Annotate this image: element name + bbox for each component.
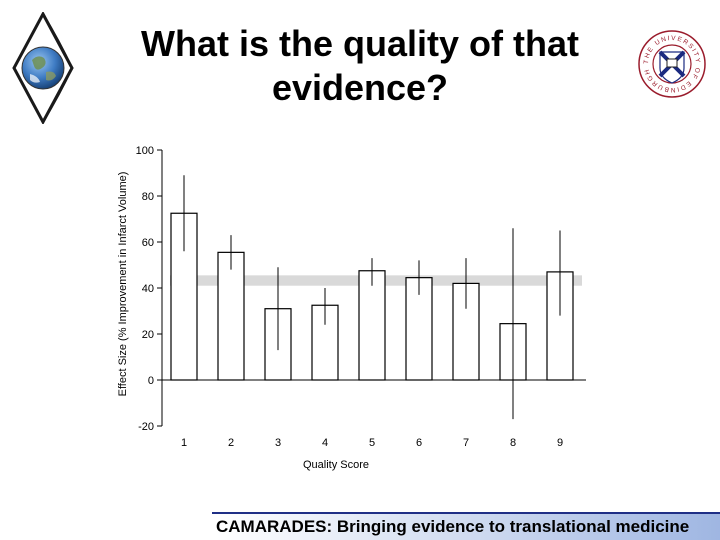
x-tick-label: 2 xyxy=(228,437,234,449)
x-tick-label: 9 xyxy=(557,437,563,449)
x-tick-label: 4 xyxy=(322,437,328,449)
x-tick-label: 3 xyxy=(275,437,281,449)
bar xyxy=(217,251,245,381)
footer-rule xyxy=(212,512,720,514)
x-tick-label: 8 xyxy=(510,437,516,449)
title-line-1: What is the quality of that xyxy=(141,23,579,64)
x-tick-label: 6 xyxy=(416,437,422,449)
page-title: What is the quality of that evidence? xyxy=(90,22,630,110)
y-axis-label: Effect Size (% Improvement in Infarct Vo… xyxy=(117,172,129,397)
bar xyxy=(358,270,386,381)
x-axis-label: Quality Score xyxy=(303,459,369,471)
x-tick-label: 1 xyxy=(181,437,187,449)
y-tick-label: 40 xyxy=(142,283,154,295)
x-tick-label: 7 xyxy=(463,437,469,449)
y-tick-label: -20 xyxy=(138,421,154,433)
footer-text: CAMARADES: Bringing evidence to translat… xyxy=(216,517,690,536)
y-tick-label: 0 xyxy=(148,375,154,387)
y-tick-label: 20 xyxy=(142,329,154,341)
y-tick-label: 100 xyxy=(136,145,154,157)
title-line-2: evidence? xyxy=(271,67,449,108)
earth-globe-logo xyxy=(12,12,74,124)
y-tick-label: 60 xyxy=(142,237,154,249)
footer-band xyxy=(0,512,720,540)
university-crest-logo: THE UNIVERSITY OF EDINBURGH xyxy=(638,30,706,98)
x-tick-label: 5 xyxy=(369,437,375,449)
y-tick-label: 80 xyxy=(142,191,154,203)
